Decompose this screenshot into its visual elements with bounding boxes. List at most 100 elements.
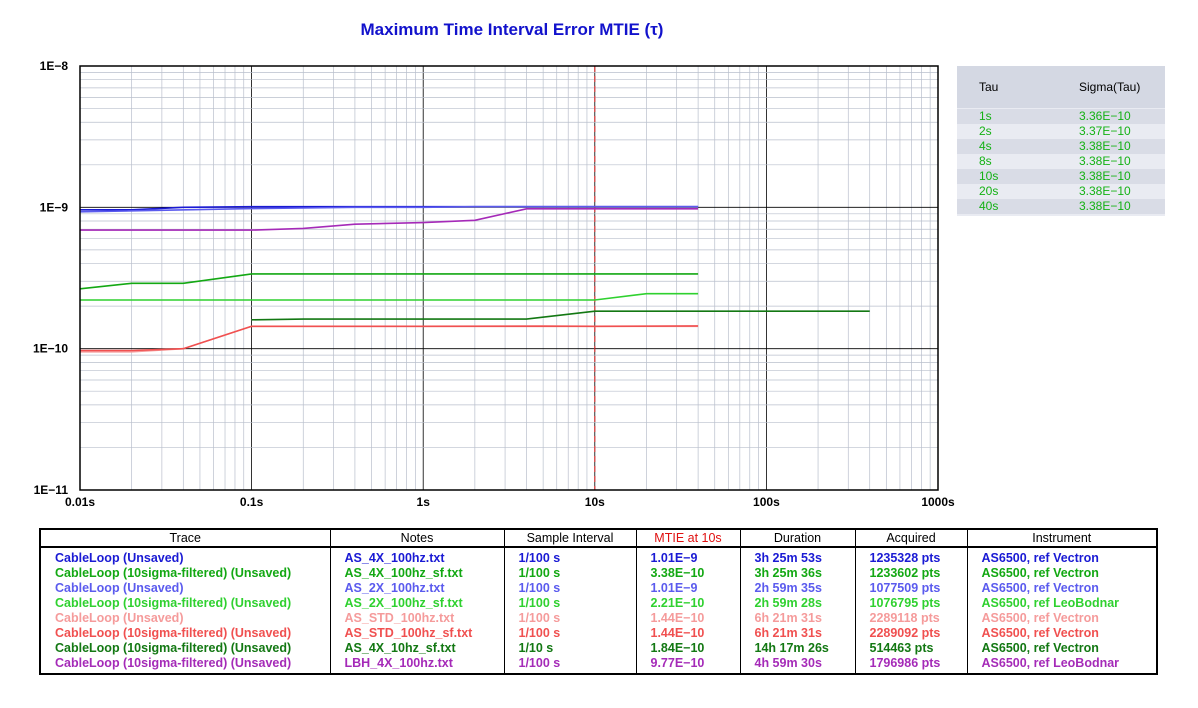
acquired-cell: 2289118 pts — [854, 611, 968, 626]
acquired-cell: 1235328 pts — [854, 547, 968, 566]
instrument-cell: AS6500, ref Vectron — [966, 626, 1158, 641]
instrument-cell: AS6500, ref Vectron — [966, 547, 1158, 566]
trace-row[interactable]: CableLoop (Unsaved) AS_STD_100hz.txt 1/100… — [39, 611, 1158, 626]
tau-value: 10s — [979, 169, 999, 183]
instrument-cell: AS6500, ref Vectron — [966, 641, 1158, 656]
trace-row[interactable]: CableLoop (10sigma-filtered) (Unsaved) AS… — [39, 566, 1158, 581]
acquired-col-header: Acquired — [854, 528, 968, 548]
mtie-cell: 3.38E−10 — [635, 566, 741, 581]
trace-row[interactable]: CableLoop (10sigma-filtered) (Unsaved) LB… — [39, 656, 1158, 675]
sigma-value: 3.36E−10 — [1079, 109, 1131, 123]
trace-row[interactable]: CableLoop (Unsaved) AS_4X_100hz.txt 1/100 … — [39, 547, 1158, 566]
mtie-chart: Maximum Time Interval Error MTIE (τ) 0.0… — [33, 20, 955, 509]
instrument-cell: AS6500, ref LeoBodnar — [966, 656, 1158, 675]
duration-cell: 6h 21m 31s — [739, 611, 856, 626]
sigma-header: Sigma(Tau) — [1079, 80, 1141, 94]
trace-cell: CableLoop (Unsaved) — [39, 611, 331, 626]
notes-col-header: Notes — [329, 528, 505, 548]
notes-cell: AS_4X_100hz.txt — [329, 547, 505, 566]
notes-cell: AS_2X_100hz_sf.txt — [329, 596, 505, 611]
mtie-cell: 1.01E−9 — [635, 581, 741, 596]
duration-cell: 3h 25m 53s — [739, 547, 856, 566]
sample-interval-cell: 1/100 s — [503, 626, 637, 641]
y-tick-label: 1E−9 — [40, 200, 69, 214]
acquired-cell: 1796986 pts — [854, 656, 968, 675]
trace-row[interactable]: CableLoop (Unsaved) AS_2X_100hz.txt 1/100 … — [39, 581, 1158, 596]
trace-row[interactable]: CableLoop (10sigma-filtered) (Unsaved) AS… — [39, 641, 1158, 656]
sigma-value: 3.38E−10 — [1079, 154, 1131, 168]
mtie-cell: 1.01E−9 — [635, 547, 741, 566]
sigma-row: 20s 3.38E−10 — [957, 184, 1165, 199]
series-line-4 — [80, 292, 699, 301]
duration-cell: 4h 59m 30s — [739, 656, 856, 675]
instrument-cell: AS6500, ref LeoBodnar — [966, 596, 1158, 611]
trace-row[interactable]: CableLoop (10sigma-filtered) (Unsaved) AS… — [39, 626, 1158, 641]
mtie-cell: 1.44E−10 — [635, 626, 741, 641]
duration-cell: 14h 17m 26s — [739, 641, 856, 656]
x-tick-label: 10s — [585, 495, 605, 509]
sample-interval-col-header: Sample Interval — [503, 528, 637, 548]
sample-interval-cell: 1/100 s — [503, 611, 637, 626]
trace-cell: CableLoop (10sigma-filtered) (Unsaved) — [39, 596, 331, 611]
series-line-6 — [80, 325, 699, 352]
sigma-row: 4s 3.38E−10 — [957, 139, 1165, 154]
trace-col-header: Trace — [39, 528, 331, 548]
notes-cell: AS_STD_100hz.txt — [329, 611, 505, 626]
trace-cell: CableLoop (10sigma-filtered) (Unsaved) — [39, 566, 331, 581]
trace-row[interactable]: CableLoop (10sigma-filtered) (Unsaved) AS… — [39, 596, 1158, 611]
x-tick-label: 100s — [753, 495, 780, 509]
y-tick-label: 1E−8 — [40, 59, 69, 73]
x-tick-label: 0.1s — [240, 495, 264, 509]
acquired-cell: 1077509 pts — [854, 581, 968, 596]
y-tick-label: 1E−10 — [33, 342, 68, 356]
sigma-row: 1s 3.36E−10 — [957, 109, 1165, 124]
trace-cell: CableLoop (10sigma-filtered) (Unsaved) — [39, 626, 331, 641]
series-line-3 — [79, 205, 699, 213]
tau-value: 2s — [979, 124, 992, 138]
mtie-cell: 2.21E−10 — [635, 596, 741, 611]
mtie-cell: 1.84E−10 — [635, 641, 741, 656]
mtie-cell: 9.77E−10 — [635, 656, 741, 675]
tau-value: 1s — [979, 109, 992, 123]
sample-interval-cell: 1/100 s — [503, 596, 637, 611]
duration-col-header: Duration — [739, 528, 856, 548]
tau-value: 4s — [979, 139, 992, 153]
tau-header: Tau — [979, 80, 999, 94]
y-tick-label: 1E−11 — [34, 483, 69, 497]
sample-interval-cell: 1/10 s — [503, 641, 637, 656]
traces-header-row: Trace Notes Sample Interval MTIE at 10s … — [39, 528, 1158, 548]
acquired-cell: 2289092 pts — [854, 626, 968, 641]
duration-cell: 2h 59m 35s — [739, 581, 856, 596]
sample-interval-cell: 1/100 s — [503, 566, 637, 581]
notes-cell: AS_STD_100hz_sf.txt — [329, 626, 505, 641]
series-line-2 — [79, 273, 699, 290]
series-line-5 — [80, 325, 699, 353]
notes-cell: LBH_4X_100hz.txt — [329, 656, 505, 675]
sigma-value: 3.38E−10 — [1079, 184, 1131, 198]
trace-cell: CableLoop (10sigma-filtered) (Unsaved) — [39, 641, 331, 656]
notes-cell: AS_4X_10hz_sf.txt — [329, 641, 505, 656]
trace-cell: CableLoop (Unsaved) — [39, 581, 331, 596]
notes-cell: AS_2X_100hz.txt — [329, 581, 505, 596]
sigma-value: 3.38E−10 — [1079, 139, 1131, 153]
series-line-8 — [80, 208, 699, 231]
sigma-row: 8s 3.38E−10 — [957, 154, 1165, 169]
instrument-cell: AS6500, ref Vectron — [966, 611, 1158, 626]
plot-frame — [79, 65, 939, 491]
instrument-cell: AS6500, ref Vectron — [966, 566, 1158, 581]
sigma-row: 2s 3.37E−10 — [957, 124, 1165, 139]
tau-value: 40s — [979, 199, 999, 213]
duration-cell: 3h 25m 36s — [739, 566, 856, 581]
acquired-cell: 1076795 pts — [854, 596, 968, 611]
tau-value: 8s — [979, 154, 992, 168]
sigma-table-header: Tau Sigma(Tau) — [957, 66, 1165, 108]
mtie-col-header: MTIE at 10s — [635, 528, 741, 548]
x-tick-label: 0.01s — [65, 495, 95, 509]
acquired-cell: 1233602 pts — [854, 566, 968, 581]
trace-cell: CableLoop (Unsaved) — [39, 547, 331, 566]
mtie-cell: 1.44E−10 — [635, 611, 741, 626]
sigma-tau-panel: Tau Sigma(Tau) 1s 3.36E−10 2s 3.37E−10 4s 3.3… — [957, 66, 1165, 216]
sigma-value: 3.37E−10 — [1079, 124, 1131, 138]
instrument-col-header: Instrument — [966, 528, 1158, 548]
x-tick-label: 1000s — [921, 495, 955, 509]
